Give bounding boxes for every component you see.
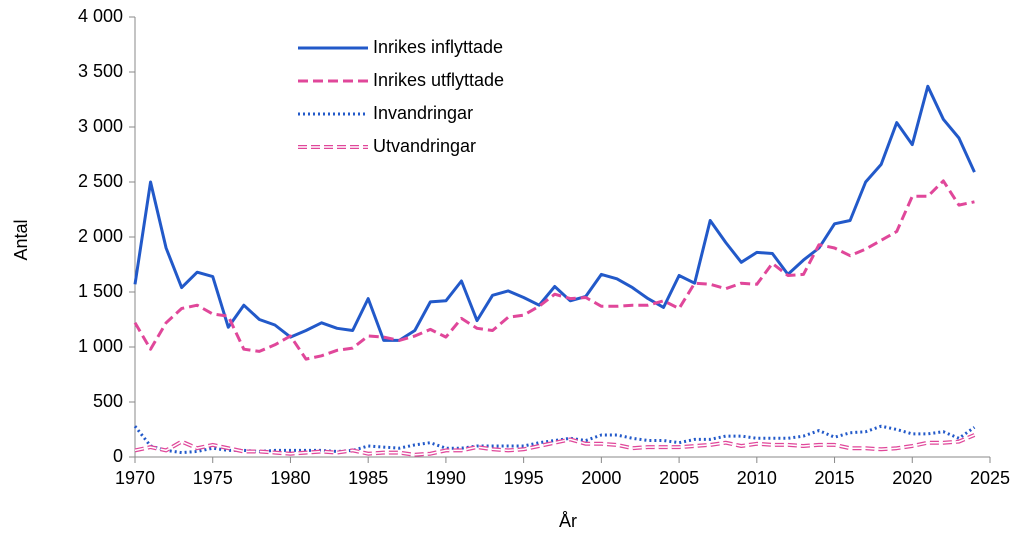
y-tick-label: 1 500: [78, 281, 123, 301]
x-tick-label: 1975: [193, 468, 233, 488]
y-tick-label: 1 000: [78, 336, 123, 356]
x-tick-label: 1990: [426, 468, 466, 488]
line: [133, 84, 976, 342]
line: [133, 179, 975, 361]
legend-label: Inrikes inflyttade: [373, 37, 503, 57]
y-tick-label: 3 500: [78, 61, 123, 81]
y-tick-label: 2 500: [78, 171, 123, 191]
x-axis-label: År: [559, 511, 577, 531]
legend-label: Inrikes utflyttade: [373, 70, 504, 90]
x-tick-label: 1995: [504, 468, 544, 488]
x-tick-label: 2000: [581, 468, 621, 488]
legend-label: Utvandringar: [373, 136, 476, 156]
x-tick-label: 2005: [659, 468, 699, 488]
line-inner: [134, 434, 975, 456]
y-tick-label: 2 000: [78, 226, 123, 246]
x-tick-label: 2025: [970, 468, 1010, 488]
y-tick-label: 4 000: [78, 6, 123, 26]
y-tick-label: 0: [113, 446, 123, 466]
line: [133, 424, 976, 455]
y-tick-label: 3 000: [78, 116, 123, 136]
x-tick-label: 2010: [737, 468, 777, 488]
x-tick-label: 1980: [270, 468, 310, 488]
x-tick-label: 1985: [348, 468, 388, 488]
x-tick-label: 2015: [815, 468, 855, 488]
y-axis-label: Antal: [11, 219, 31, 260]
x-tick-label: 1970: [115, 468, 155, 488]
x-tick-label: 2020: [892, 468, 932, 488]
y-tick-label: 500: [93, 391, 123, 411]
legend-label: Invandringar: [373, 103, 473, 123]
